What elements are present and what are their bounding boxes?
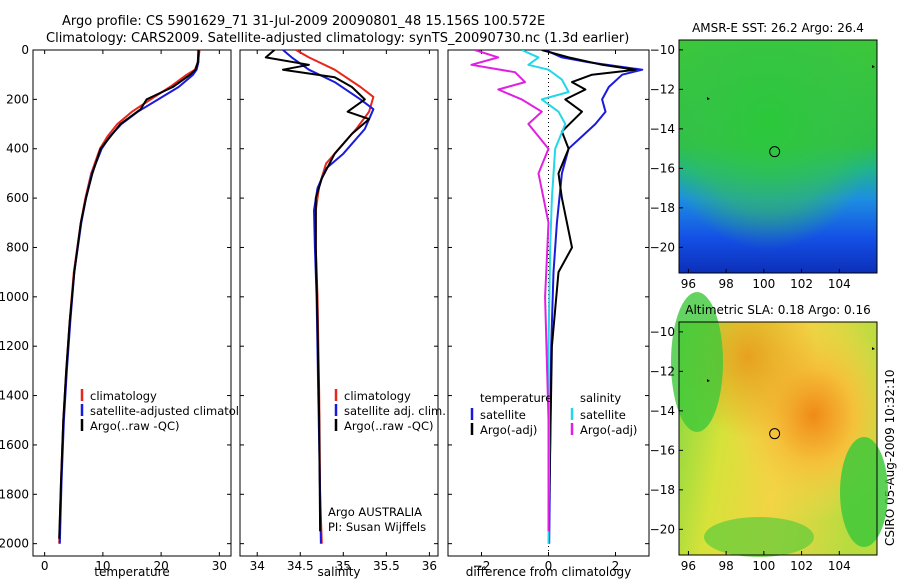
amsre-sst-map-frame — [678, 39, 878, 274]
track-arrow — [872, 347, 875, 350]
legend-label: Argo(-adj) — [480, 423, 537, 437]
y-tick-label: −20 — [650, 240, 675, 254]
y-tick-label: 1600 — [0, 438, 29, 452]
x-tick-label: 98 — [719, 559, 734, 573]
temperature-profile-xlabel: temperature — [94, 565, 169, 579]
salinity-profile-panel: 34 34.5 35 35.5 36 salinity climatologysatelli… — [239, 49, 446, 579]
x-tick-label: 34 — [250, 559, 265, 573]
x-tick-label: 0 — [545, 559, 553, 573]
x-tick-label: 98 — [719, 277, 734, 291]
y-tick-label: 1000 — [0, 290, 29, 304]
legend-label: satellite — [480, 408, 526, 422]
difference-profile-xlabel: difference from climatology — [466, 565, 632, 579]
y-tick-label: −10 — [650, 43, 675, 57]
figure-title-line2: Climatology: CARS2009. Satellite-adjuste… — [46, 31, 630, 46]
argo-position-marker — [769, 146, 781, 158]
sla-low-region — [704, 517, 814, 557]
track-arrow — [707, 379, 710, 382]
y-tick-label: −10 — [650, 325, 675, 339]
x-tick-label: 36 — [422, 559, 437, 573]
sla-low-region — [671, 292, 723, 432]
salinity-profile-line-2 — [264, 50, 371, 532]
y-tick-label: −14 — [650, 404, 675, 418]
altimetric-sla-map-title: Altimetric SLA: 0.18 Argo: 0.16 — [685, 303, 870, 317]
x-tick-label: 30 — [212, 559, 227, 573]
salinity-profile-series — [264, 50, 375, 544]
difference-profile-line-3 — [470, 50, 550, 532]
legend-label: satellite — [580, 408, 626, 422]
x-tick-label: 0 — [41, 559, 49, 573]
x-tick-label: 20 — [153, 559, 168, 573]
figure-title-line1: Argo profile: CS 5901629_71 31-Jul-2009 … — [62, 14, 546, 29]
y-tick-label: −16 — [650, 443, 675, 457]
x-tick-label: −2 — [473, 559, 491, 573]
legend-label: Argo(-adj) — [580, 423, 637, 437]
sla-low-region — [840, 437, 888, 547]
altimetric-sla-map-frame — [678, 321, 878, 556]
amsre-sst-map-panel: AMSR-E SST: 26.2 Argo: 26.4 96 98 100 102 104… — [650, 21, 878, 291]
y-tick-label: 600 — [6, 191, 29, 205]
y-tick-label: 0 — [21, 43, 29, 57]
legend-label: climatology — [90, 389, 157, 403]
x-tick-label: 100 — [752, 559, 775, 573]
x-tick-label: 10 — [95, 559, 110, 573]
legend-label: satellite-adjusted climatology — [90, 404, 260, 418]
salinity-profile-xlabel: salinity — [317, 565, 360, 579]
legend-label: satellite adj. clim. — [344, 404, 446, 418]
x-tick-label: 100 — [752, 277, 775, 291]
x-tick-label: 102 — [790, 559, 813, 573]
y-tick-label: −16 — [650, 161, 675, 175]
track-arrow — [872, 65, 875, 68]
x-tick-label: 35 — [336, 559, 351, 573]
temperature-profile-frame — [32, 49, 232, 557]
y-tick-label: 2000 — [0, 537, 29, 551]
temperature-profile-series — [58, 50, 201, 544]
temperature-profile-line-2 — [58, 50, 200, 539]
x-tick-label: 35.5 — [373, 559, 400, 573]
y-tick-label: −12 — [650, 82, 675, 96]
x-tick-label: 102 — [790, 277, 813, 291]
y-tick-label: −20 — [650, 522, 675, 536]
y-tick-label: 1800 — [0, 487, 29, 501]
y-tick-label: −18 — [650, 201, 675, 215]
y-tick-label: 1200 — [0, 339, 29, 353]
legend-label: Argo(..raw -QC) — [90, 419, 180, 433]
x-tick-label: 96 — [681, 277, 696, 291]
pi-annotation: PI: Susan Wijffels — [328, 520, 426, 534]
legend-group-title: temperature — [480, 391, 552, 405]
x-tick-label: 104 — [828, 559, 851, 573]
amsre-sst-map-title: AMSR-E SST: 26.2 Argo: 26.4 — [692, 21, 864, 35]
y-tick-label: −14 — [650, 122, 675, 136]
difference-profile-series — [470, 50, 644, 544]
difference-profile-line-1 — [541, 50, 637, 532]
difference-profile-line-2 — [521, 50, 570, 544]
salinity-profile-frame — [239, 49, 439, 557]
y-tick-label: 1400 — [0, 389, 29, 403]
x-tick-label: 96 — [681, 559, 696, 573]
temperature-profile-panel: 0 10 20 30 0 200 400 600 800 1000 1200 1400 1600 1800… — [0, 43, 260, 579]
x-tick-label: 2 — [612, 559, 620, 573]
legend-label: Argo(..raw -QC) — [344, 419, 434, 433]
y-tick-label: 200 — [6, 92, 29, 106]
legend-group-title: salinity — [580, 391, 621, 405]
y-tick-label: 400 — [6, 142, 29, 156]
track-arrow — [707, 97, 710, 100]
amsre-sst-map-field-overlay — [679, 40, 877, 273]
altimetric-sla-map-panel: Altimetric SLA: 0.18 Argo: 0.16 96 98 100 10… — [650, 292, 888, 573]
y-tick-label: −18 — [650, 483, 675, 497]
x-tick-label: 104 — [828, 277, 851, 291]
legend-label: climatology — [344, 389, 411, 403]
y-tick-label: 800 — [6, 240, 29, 254]
x-tick-label: 34.5 — [287, 559, 314, 573]
argo-position-marker — [769, 428, 781, 440]
pi-annotation: Argo AUSTRALIA — [328, 505, 422, 519]
y-tick-label: −12 — [650, 364, 675, 378]
